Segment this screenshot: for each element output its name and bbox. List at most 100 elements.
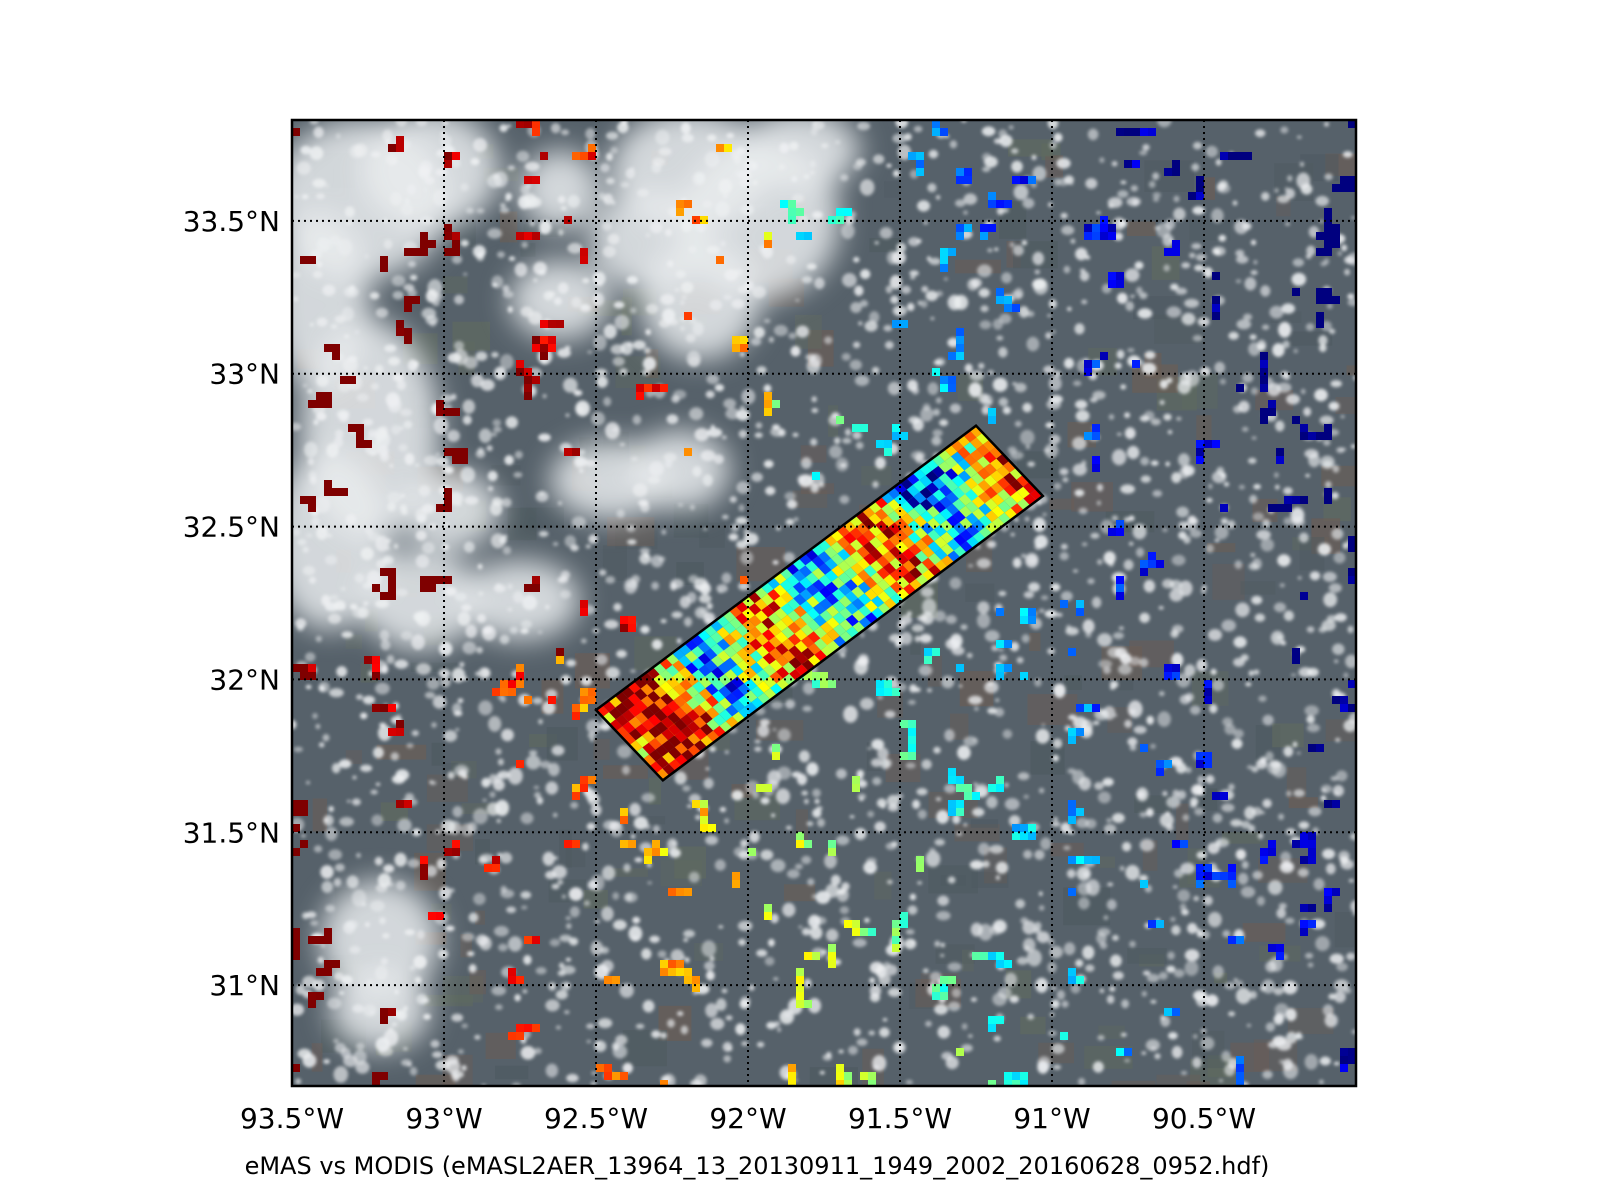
emas-pixel [761, 617, 775, 630]
ground-patch [1127, 948, 1167, 964]
cloud-speck [606, 177, 615, 185]
ground-patch [491, 465, 521, 486]
cloud-speck [322, 734, 330, 742]
modis-pixel [1172, 168, 1180, 176]
emas-pixel [966, 524, 980, 537]
cloud-speck [812, 788, 821, 798]
cloud-speck [445, 925, 455, 932]
cloud-speck [345, 513, 357, 526]
emas-pixel [820, 633, 834, 646]
cloud-speck [389, 191, 403, 206]
emas-pixel [1003, 460, 1017, 473]
cloud-speck [310, 920, 319, 926]
cloud-speck [312, 979, 325, 992]
cloud-speck [964, 363, 973, 373]
cloud-speck [1285, 222, 1290, 226]
emas-pixel [622, 721, 636, 734]
cloud-speck [976, 558, 991, 569]
modis-pixel [1276, 944, 1284, 952]
cloud-speck [826, 928, 839, 942]
modis-pixel [988, 416, 996, 424]
emas-pixel [699, 711, 713, 724]
emas-pixel [946, 515, 960, 527]
cloud-speck [1175, 287, 1188, 295]
cloud-speck [1061, 225, 1075, 236]
modis-pixel [380, 1016, 388, 1024]
cloud-speck [1205, 544, 1214, 553]
emas-pixel [908, 531, 922, 544]
emas-pixel [788, 645, 802, 658]
cloud-speck [836, 768, 847, 779]
cloud-speck [1235, 249, 1245, 257]
modis-pixel [1004, 640, 1012, 648]
modis-pixel [524, 232, 532, 240]
cloud-speck [463, 272, 468, 276]
modis-pixel [1324, 296, 1332, 304]
cloud-speck [1085, 818, 1097, 829]
cloud-speck [363, 366, 368, 370]
emas-pixel [647, 702, 661, 715]
cloud-speck [1190, 797, 1199, 806]
emas-pixel [933, 524, 947, 537]
modis-pixel [300, 808, 308, 816]
emas-pixel [983, 451, 997, 464]
cloud-speck [786, 869, 800, 879]
modis-pixel [292, 944, 300, 952]
cloud-speck [585, 459, 597, 467]
cloud-speck [925, 1020, 932, 1027]
modis-pixel [444, 496, 452, 504]
modis-pixel [420, 240, 428, 248]
modis-pixel [292, 936, 300, 944]
cloud-speck [1014, 382, 1027, 393]
cloud-speck [1108, 414, 1115, 420]
modis-pixel [732, 880, 740, 888]
modis-pixel [428, 912, 436, 920]
cloud-speck [507, 165, 516, 171]
modis-pixel [1116, 584, 1124, 592]
cloud-speck [1062, 477, 1069, 483]
cloud-speck [928, 257, 941, 265]
modis-pixel [1324, 488, 1332, 496]
modis-pixel [716, 256, 724, 264]
modis-pixel [1324, 432, 1332, 440]
cloud-speck [1125, 301, 1135, 312]
cloud-speck [514, 450, 523, 459]
cloud-speck [1257, 832, 1264, 840]
cloud-speck [1241, 820, 1251, 829]
emas-pixel [818, 563, 832, 575]
modis-pixel [548, 696, 556, 704]
cloud-speck [921, 759, 932, 770]
cloud-speck [666, 414, 679, 424]
cloud-speck [504, 455, 514, 466]
ground-patch [415, 1074, 456, 1086]
cloud-speck [887, 381, 901, 396]
modis-pixel [1076, 728, 1084, 736]
cloud-speck [1253, 260, 1258, 265]
cloud-speck [652, 825, 661, 834]
cloud-speck [1242, 222, 1252, 231]
cloud-speck [767, 770, 781, 785]
cloud-speck [1235, 849, 1247, 860]
cloud-speck [328, 806, 335, 812]
cloud-speck [1004, 798, 1020, 811]
modis-pixel [1092, 456, 1100, 464]
cloud-speck [621, 120, 628, 126]
emas-pixel [655, 756, 669, 769]
cloud-speck [664, 228, 673, 237]
emas-pixel [959, 505, 973, 518]
ground-patch [475, 910, 485, 925]
cloud-speck [1136, 791, 1145, 799]
cloud-speck [940, 942, 946, 948]
cloud-speck [1319, 415, 1334, 425]
modis-pixel [620, 808, 628, 816]
cloud-speck [481, 625, 497, 641]
cloud-speck [1278, 902, 1287, 910]
cloud-speck [1150, 418, 1161, 426]
cloud-speck [423, 188, 428, 192]
emas-pixel [761, 593, 774, 606]
modis-pixel [1116, 280, 1124, 288]
cloud-speck [690, 1079, 703, 1086]
cloud-speck [1328, 583, 1342, 593]
modis-pixel [988, 1024, 996, 1032]
modis-pixel [516, 672, 524, 680]
